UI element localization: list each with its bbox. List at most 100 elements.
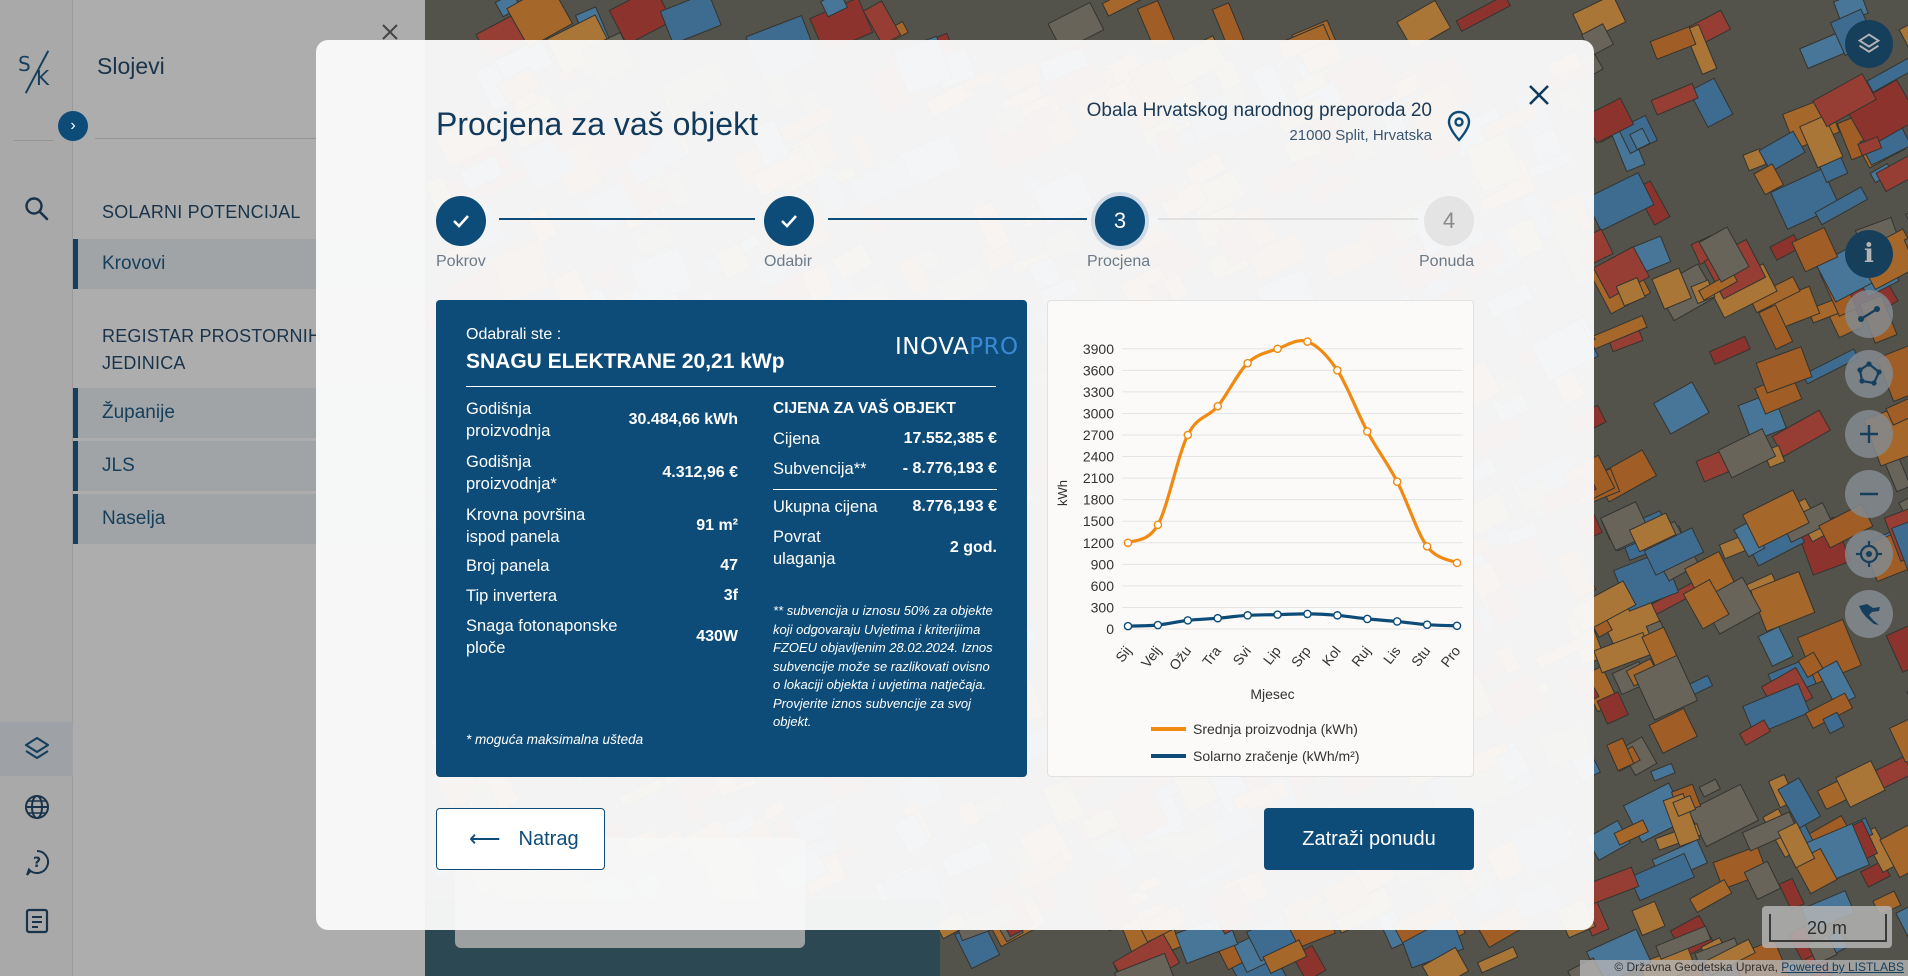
y-tick-label: 3000 xyxy=(1083,405,1114,421)
summary-row: Krovna površina ispod panela 91 m² xyxy=(466,504,738,548)
step-1-done xyxy=(436,196,486,246)
zoom-in-button[interactable] xyxy=(1845,410,1893,458)
step-connector xyxy=(499,218,755,220)
roof-polygon xyxy=(1629,852,1696,902)
y-tick-label: 2100 xyxy=(1083,470,1114,486)
arrow-left-icon: ⟵ xyxy=(469,826,501,851)
roof-polygon xyxy=(1396,0,1452,51)
series-line-2 xyxy=(1127,612,1458,628)
search-button[interactable] xyxy=(0,182,73,236)
step-number: 3 xyxy=(1113,208,1127,233)
x-tick-label: Lip xyxy=(1260,643,1284,668)
roof-polygon xyxy=(1799,114,1844,169)
y-tick-label: 3300 xyxy=(1083,384,1114,400)
data-point xyxy=(1362,614,1372,624)
help-icon: ? xyxy=(25,849,49,876)
attribution-link[interactable]: Powered by LISTLABS xyxy=(1781,960,1904,974)
subsidy-note: ** subvencija u iznosu 50% za objekte ko… xyxy=(773,603,993,729)
roof-polygon xyxy=(1651,267,1693,310)
x-tick-label: Srp xyxy=(1288,643,1314,670)
summary-row: Broj panela 47 xyxy=(466,555,738,577)
locate-button[interactable] xyxy=(1845,530,1893,578)
legend-label: Solarno zračenje (kWh/m²) xyxy=(1193,748,1360,764)
layers-button[interactable] xyxy=(0,722,73,776)
roof-polygon xyxy=(1682,578,1730,630)
roof-polygon xyxy=(1812,73,1877,128)
expand-panel-button[interactable]: › xyxy=(58,111,88,141)
data-point xyxy=(1452,558,1462,568)
measure-area-button[interactable] xyxy=(1845,350,1893,398)
row-label: Godišnja proizvodnja xyxy=(466,400,551,440)
row-value: 47 xyxy=(720,557,738,574)
x-tick-label: Pro xyxy=(1437,643,1463,670)
notes-button[interactable] xyxy=(0,894,73,948)
row-label: Snaga fotonaponske ploče xyxy=(466,617,618,657)
basemap-button[interactable] xyxy=(0,780,73,834)
measure-area-icon xyxy=(1857,361,1882,386)
row-label: Subvencija** xyxy=(773,460,867,478)
croatia-extent-button[interactable] xyxy=(1845,590,1893,638)
roof-polygon xyxy=(1262,939,1308,975)
back-button[interactable]: ⟵ Natrag xyxy=(436,808,605,870)
map-layers-button[interactable] xyxy=(1845,20,1893,68)
roof-polygon xyxy=(1758,130,1806,173)
roof-polygon xyxy=(1814,186,1869,226)
data-point xyxy=(1183,430,1193,440)
roof-polygon xyxy=(1615,277,1646,307)
row-value: 3f xyxy=(723,587,738,604)
check-icon xyxy=(453,215,469,228)
zoom-out-button[interactable] xyxy=(1845,470,1893,518)
y-tick-label: 2400 xyxy=(1083,449,1114,465)
close-icon[interactable] xyxy=(1526,82,1552,108)
help-button[interactable]: ? xyxy=(0,836,73,890)
row-value: 91 m² xyxy=(696,517,738,534)
row-label: Broj panela xyxy=(466,557,550,575)
request-offer-button[interactable]: Zatraži ponudu xyxy=(1264,808,1474,870)
roof-polygon xyxy=(608,0,673,46)
x-tick-label: Ruj xyxy=(1348,643,1374,669)
roof-polygon xyxy=(1631,900,1666,937)
info-button[interactable]: i xyxy=(1845,230,1893,278)
y-tick-label: 1800 xyxy=(1083,492,1114,508)
roof-polygon xyxy=(1648,707,1698,754)
crosshair-icon xyxy=(1856,541,1882,567)
offer-label: Zatraži ponudu xyxy=(1302,827,1436,850)
left-rail: S K ? xyxy=(0,0,73,976)
layer-label: Krovovi xyxy=(102,253,166,274)
roof-polygon xyxy=(659,0,722,45)
roof-polygon xyxy=(1596,691,1629,725)
app-logo[interactable]: S K xyxy=(14,44,54,100)
row-label: Ukupna cijena xyxy=(773,498,878,516)
data-point xyxy=(1452,621,1462,631)
y-tick-label: 3600 xyxy=(1083,362,1114,378)
x-tick-label: Lis xyxy=(1380,643,1404,667)
roof-polygon xyxy=(1655,925,1712,960)
selected-label: Odabrali ste : xyxy=(466,326,562,343)
roof-polygon xyxy=(1653,381,1710,435)
plus-icon xyxy=(1860,425,1878,443)
roof-polygon xyxy=(1777,777,1822,829)
price-row: Subvencija** - 8.776,193 € xyxy=(773,458,997,480)
card-divider xyxy=(466,386,996,387)
x-tick-label: Ožu xyxy=(1166,643,1194,673)
production-chart: 0 300 600 900 1200 1500 1800 2100 2400 2700 3000 33… xyxy=(1047,300,1474,777)
row-value: 17.552,385 € xyxy=(903,430,997,447)
chevron-right-icon: › xyxy=(70,117,76,134)
data-point xyxy=(1362,427,1372,436)
close-icon[interactable] xyxy=(378,20,402,44)
roof-polygon xyxy=(1650,82,1699,116)
row-label: Povrat ulaganja xyxy=(773,528,836,568)
roof-polygon xyxy=(1113,952,1175,976)
roof-polygon xyxy=(1688,77,1734,128)
data-point xyxy=(1153,620,1163,630)
layer-label: JLS xyxy=(102,455,135,476)
row-value: 2 god. xyxy=(949,539,997,556)
measure-line-button[interactable] xyxy=(1845,290,1893,338)
data-point xyxy=(1123,538,1133,548)
roof-polygon xyxy=(1741,811,1798,852)
x-tick-label: Velj xyxy=(1138,643,1165,671)
logo-letter-s: S xyxy=(18,52,31,76)
map-attribution: © Državna Geodetska Uprava, Powered by L… xyxy=(1580,960,1908,976)
y-tick-label: 300 xyxy=(1091,599,1115,615)
row-value: 8.776,193 € xyxy=(912,498,997,515)
